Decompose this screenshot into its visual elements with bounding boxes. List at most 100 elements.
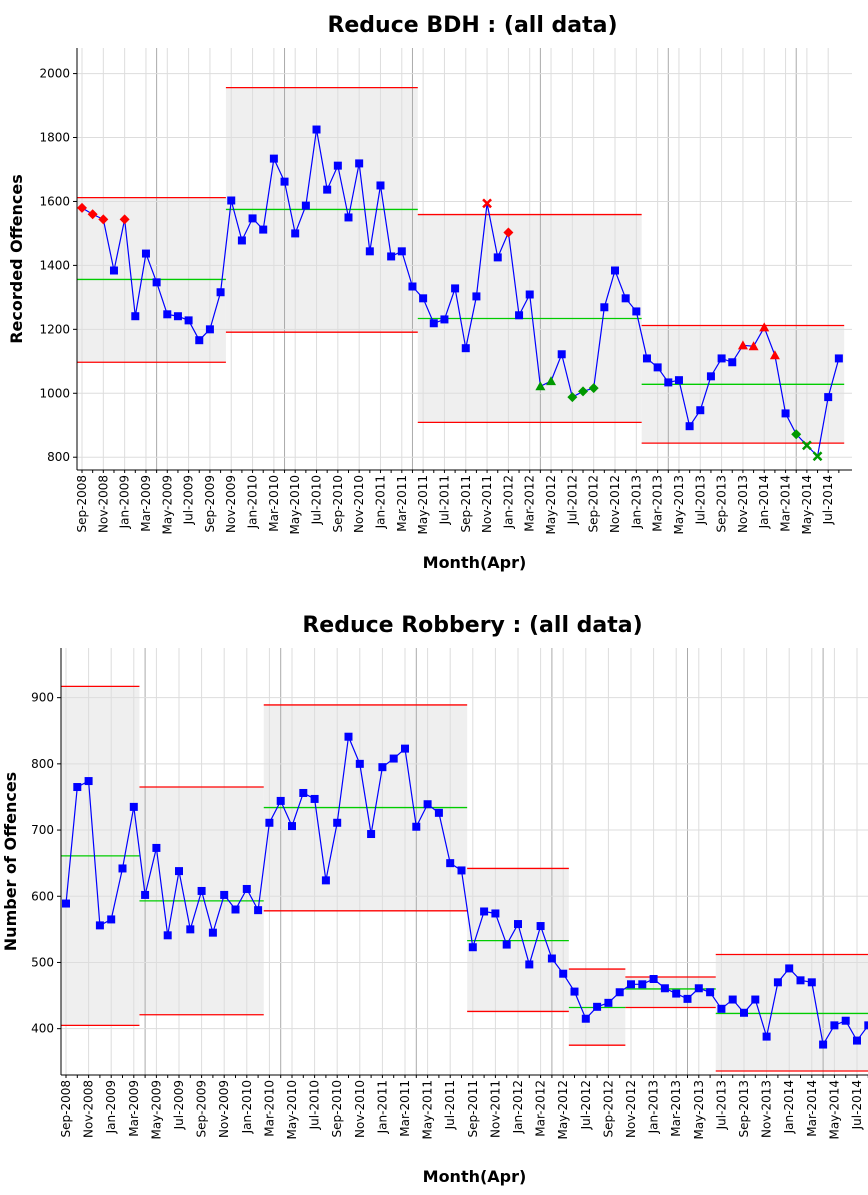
data-point [184, 316, 193, 325]
data-point [604, 998, 613, 1007]
data-point [269, 154, 278, 163]
x-tick-label: Nov-2010 [352, 475, 366, 533]
data-point [451, 284, 460, 293]
x-tick-label: Sep-2013 [715, 475, 729, 533]
x-axis-label: Month(Apr) [423, 553, 527, 572]
data-point [87, 209, 98, 220]
data-point [785, 964, 794, 973]
x-tick-label: Jul-2010 [310, 475, 324, 525]
data-point [186, 925, 195, 934]
data-point [429, 319, 438, 328]
data-point [536, 922, 545, 931]
y-tick-label: 1800 [39, 131, 70, 145]
data-point [834, 354, 843, 363]
data-point [737, 340, 748, 350]
data-point [355, 759, 364, 768]
data-point [129, 802, 138, 811]
data-point [468, 943, 477, 952]
x-tick-label: Jul-2010 [308, 1080, 322, 1130]
data-point [310, 794, 319, 803]
data-point [62, 899, 70, 908]
data-point [365, 247, 374, 256]
x-tick-label: Sep-2010 [331, 475, 345, 533]
data-point [131, 312, 140, 321]
data-point [197, 886, 206, 895]
data-point [830, 1021, 839, 1030]
x-tick-label: May-2013 [672, 475, 686, 534]
x-tick-label: Jan-2010 [246, 475, 260, 529]
x-tick-label: Jul-2014 [850, 1080, 864, 1130]
x-tick-label: Jan-2009 [104, 1080, 118, 1134]
data-point [254, 906, 263, 915]
y-tick-label: 400 [31, 1022, 54, 1036]
x-tick-label: Jan-2011 [375, 1080, 389, 1134]
x-tick-label: Nov-2011 [480, 475, 494, 533]
x-tick-label: Nov-2009 [224, 475, 238, 533]
data-point [632, 307, 641, 316]
data-point [321, 876, 330, 885]
x-tick-label: Jul-2013 [714, 1080, 728, 1130]
x-tick-label: Jul-2012 [579, 1080, 593, 1130]
data-point [141, 890, 150, 899]
data-point [389, 754, 398, 763]
data-point [141, 249, 150, 258]
data-point [515, 311, 524, 320]
data-point [491, 909, 500, 918]
data-point [333, 161, 342, 170]
x-tick-label: May-2014 [800, 475, 814, 534]
data-point [694, 984, 703, 993]
data-point [664, 378, 673, 387]
data-point [412, 822, 421, 831]
x-tick-label: May-2009 [160, 475, 174, 534]
x-tick-label: Jan-2014 [757, 475, 771, 529]
y-tick-label: 1200 [39, 322, 70, 336]
data-point [482, 198, 492, 209]
data-point [77, 202, 87, 213]
x-tick-label: Sep-2010 [330, 1080, 344, 1138]
data-point [864, 1021, 868, 1030]
data-point [73, 783, 82, 792]
data-point [434, 808, 443, 817]
data-point [717, 1004, 726, 1013]
x-tick-label: Nov-2012 [608, 475, 622, 533]
x-tick-label: Jul-2009 [172, 1080, 186, 1130]
data-point [706, 372, 715, 381]
data-point [841, 1016, 850, 1025]
x-tick-label: May-2013 [692, 1080, 706, 1139]
x-tick-label: Jul-2009 [182, 475, 196, 525]
x-tick-label: Sep-2009 [195, 1080, 209, 1138]
x-tick-label: May-2010 [285, 1080, 299, 1139]
x-tick-label: Mar-2013 [651, 475, 665, 532]
y-tick-label: 1400 [39, 258, 70, 272]
data-point [801, 440, 812, 451]
data-point [493, 253, 502, 262]
data-point [344, 732, 353, 741]
x-tick-label: Jan-2012 [501, 475, 515, 529]
x-tick-label: May-2009 [149, 1080, 163, 1139]
data-point [248, 214, 257, 223]
x-tick-label: Mar-2010 [262, 1080, 276, 1137]
data-point [796, 976, 805, 985]
data-point [333, 818, 342, 827]
x-tick-label: Mar-2009 [127, 1080, 141, 1137]
data-point [401, 744, 409, 753]
data-point [118, 864, 127, 873]
data-point [173, 312, 182, 321]
data-point [216, 288, 225, 297]
x-tick-label: May-2011 [416, 475, 430, 534]
y-tick-label: 800 [47, 450, 70, 464]
chart-title: Reduce Robbery : (all data) [302, 613, 642, 638]
data-point [762, 1032, 771, 1041]
x-tick-label: Jan-2009 [118, 475, 132, 529]
data-point [472, 292, 481, 301]
x-tick-label: Mar-2011 [398, 1080, 412, 1137]
data-point [535, 381, 546, 391]
x-tick-label: Sep-2011 [459, 475, 473, 533]
data-point [547, 954, 556, 963]
data-point [578, 386, 589, 397]
data-point [301, 201, 310, 210]
data-point [288, 822, 296, 831]
data-point [570, 987, 579, 996]
data-point [237, 236, 246, 245]
data-point [387, 252, 396, 261]
